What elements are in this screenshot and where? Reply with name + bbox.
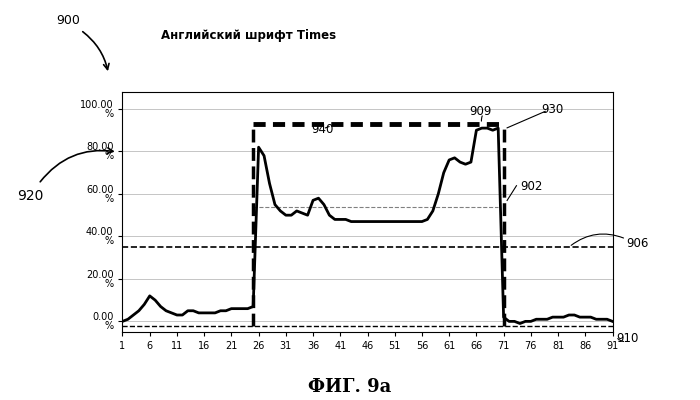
Text: 909: 909 <box>470 105 492 118</box>
Text: 920: 920 <box>18 189 44 203</box>
Text: 940: 940 <box>312 123 334 136</box>
Text: 900: 900 <box>56 14 80 27</box>
Text: ФИГ. 9а: ФИГ. 9а <box>309 378 391 396</box>
Text: 902: 902 <box>520 180 542 193</box>
Text: 930: 930 <box>542 103 564 116</box>
Text: 910: 910 <box>616 332 638 345</box>
Text: 906: 906 <box>626 237 648 250</box>
Text: Английский шрифт Times: Английский шрифт Times <box>161 29 336 42</box>
